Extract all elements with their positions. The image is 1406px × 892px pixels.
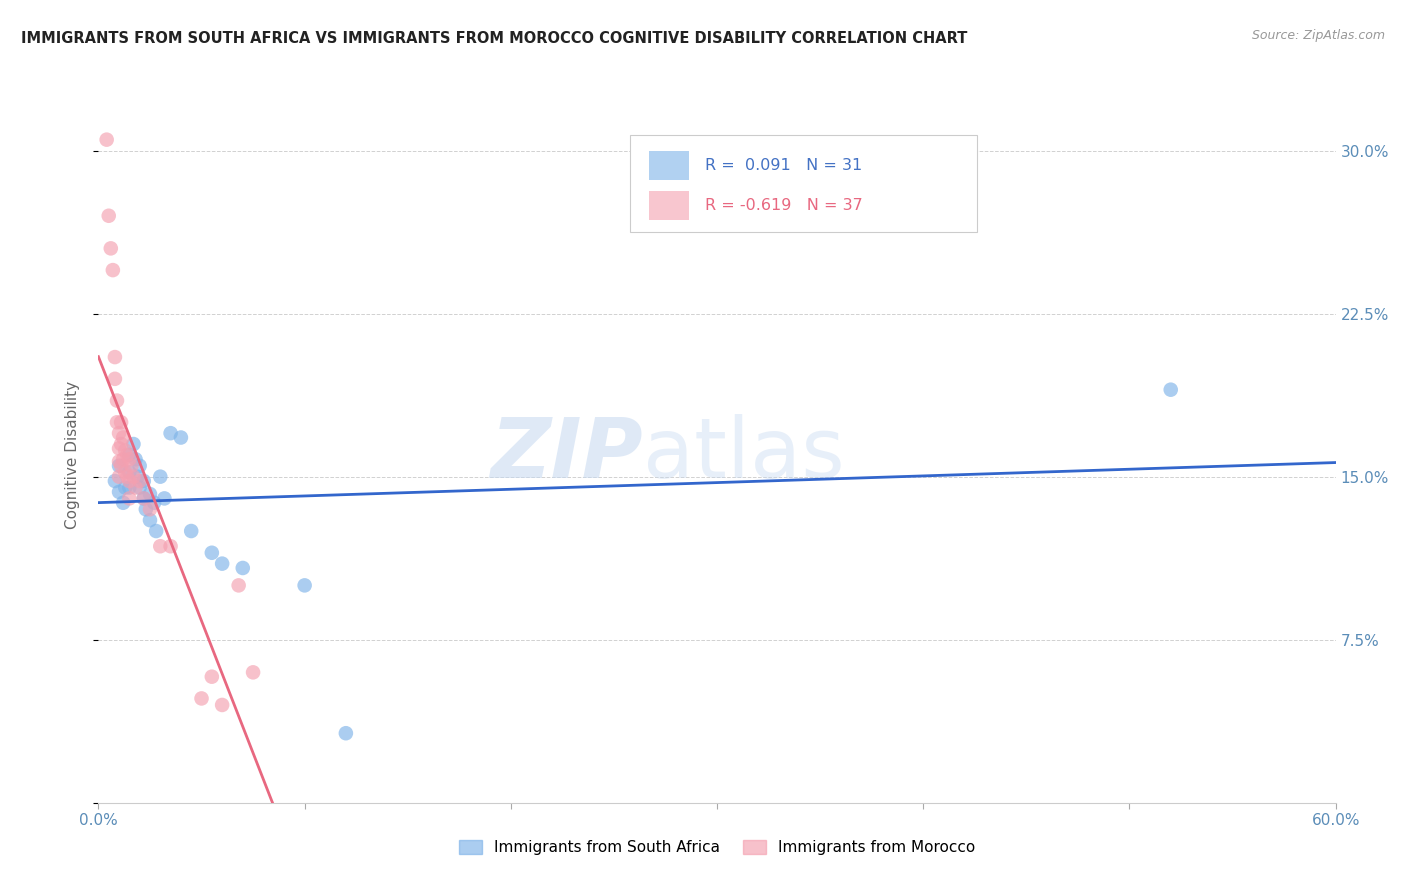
Point: [112, 452, 135, 467]
Point: [135, 502, 157, 516]
Point: [128, 481, 150, 495]
Point: [1160, 383, 1182, 397]
Point: [170, 431, 193, 445]
Point: [139, 487, 162, 501]
Point: [145, 524, 167, 538]
Point: [117, 469, 139, 483]
Point: [110, 415, 132, 429]
Y-axis label: Cognitive Disability: Cognitive Disability: [65, 381, 80, 529]
Text: IMMIGRANTS FROM SOUTH AFRICA VS IMMIGRANTS FROM MOROCCO COGNITIVE DISABILITY COR: IMMIGRANTS FROM SOUTH AFRICA VS IMMIGRAN…: [21, 31, 967, 46]
FancyBboxPatch shape: [650, 191, 689, 219]
Point: [110, 458, 132, 473]
Point: [232, 561, 254, 575]
Point: [132, 474, 155, 488]
Point: [114, 443, 136, 458]
Point: [159, 539, 181, 553]
Point: [118, 466, 141, 480]
Text: R = -0.619   N = 37: R = -0.619 N = 37: [704, 198, 862, 212]
Point: [201, 670, 224, 684]
Point: [114, 466, 136, 480]
Point: [105, 393, 128, 408]
Point: [112, 496, 135, 510]
Point: [149, 539, 172, 553]
Legend: Immigrants from South Africa, Immigrants from Morocco: Immigrants from South Africa, Immigrants…: [453, 833, 981, 862]
Point: [127, 469, 149, 483]
Point: [153, 491, 176, 506]
Point: [159, 426, 181, 441]
Point: [180, 524, 202, 538]
Point: [108, 442, 131, 456]
Point: [201, 546, 224, 560]
Point: [228, 578, 250, 592]
Point: [117, 448, 139, 462]
Point: [211, 557, 233, 571]
Point: [97, 209, 120, 223]
Point: [112, 431, 135, 445]
Text: R =  0.091   N = 31: R = 0.091 N = 31: [704, 158, 862, 173]
Point: [128, 474, 150, 488]
Point: [104, 350, 127, 364]
Text: Source: ZipAtlas.com: Source: ZipAtlas.com: [1251, 29, 1385, 42]
Point: [139, 502, 162, 516]
Point: [118, 448, 141, 462]
Point: [211, 698, 233, 712]
Point: [118, 474, 141, 488]
Point: [149, 469, 172, 483]
Point: [108, 484, 131, 499]
Point: [120, 458, 142, 473]
Point: [118, 491, 141, 506]
Point: [118, 452, 141, 467]
Point: [104, 474, 127, 488]
Point: [105, 415, 128, 429]
Point: [108, 426, 131, 441]
Point: [101, 263, 124, 277]
Point: [110, 437, 132, 451]
Point: [122, 469, 145, 483]
Text: ZIP: ZIP: [491, 415, 643, 495]
FancyBboxPatch shape: [630, 135, 977, 232]
Point: [104, 372, 127, 386]
Point: [335, 726, 357, 740]
Point: [100, 241, 122, 255]
Point: [118, 481, 141, 495]
Point: [124, 452, 146, 467]
Point: [114, 481, 136, 495]
FancyBboxPatch shape: [650, 151, 689, 180]
Point: [122, 437, 145, 451]
Point: [108, 454, 131, 468]
Point: [132, 491, 155, 506]
Point: [139, 513, 162, 527]
Point: [190, 691, 212, 706]
Point: [294, 578, 316, 592]
Point: [124, 481, 146, 495]
Point: [108, 458, 131, 473]
Point: [108, 469, 131, 483]
Text: atlas: atlas: [643, 415, 845, 495]
Point: [128, 458, 150, 473]
Point: [96, 133, 118, 147]
Point: [143, 496, 166, 510]
Point: [132, 491, 155, 506]
Point: [242, 665, 264, 680]
